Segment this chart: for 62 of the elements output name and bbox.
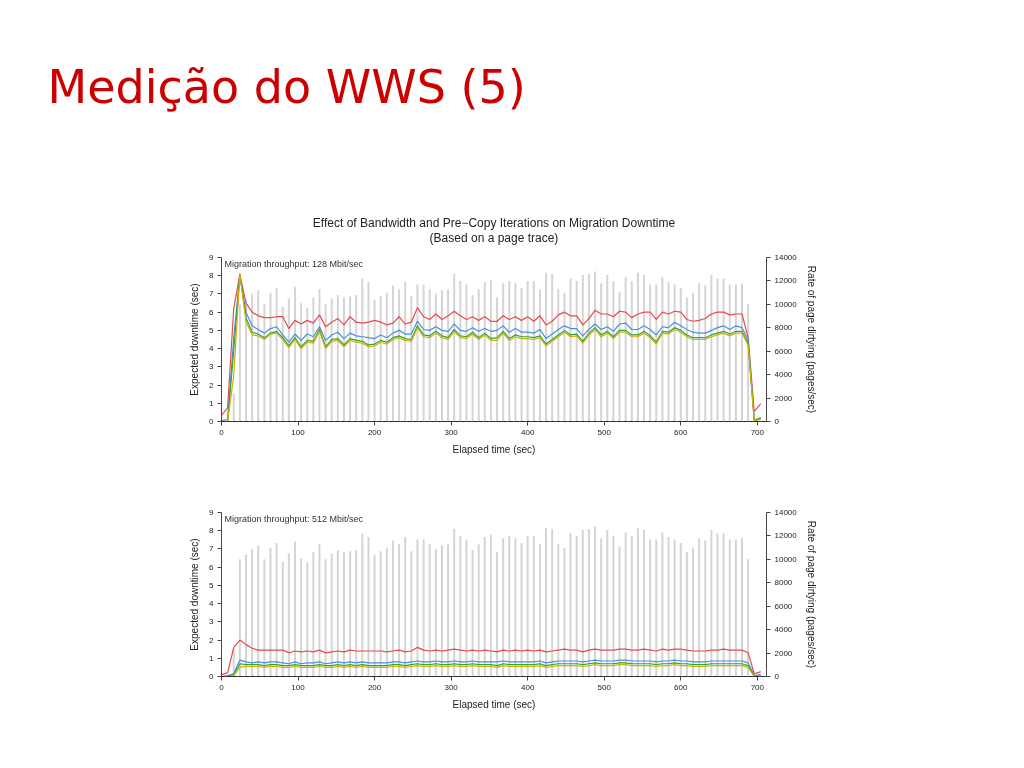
- y2-tick-label: 0: [774, 417, 780, 426]
- y-tick-label: 8: [209, 526, 215, 536]
- y2-tick-label: 12000: [774, 531, 798, 541]
- x-axis-title: Elapsed time (sec): [452, 698, 536, 710]
- x-tick-label: 100: [291, 427, 306, 437]
- y-tick-label: 0: [209, 672, 215, 681]
- y-tick-label: 1: [209, 398, 215, 408]
- chart-title: Medição do WWS (5): [47, 60, 526, 114]
- y-tick-label: 3: [209, 617, 215, 627]
- y2-tick-label: 10000: [774, 299, 798, 309]
- y-tick-label: 4: [209, 344, 215, 354]
- y2-axis-title: Rate of page dirtying (pages/sec): [805, 265, 817, 414]
- y2-tick-label: 4000: [774, 625, 793, 635]
- y2-tick-label: 10000: [774, 554, 798, 564]
- x-tick-label: 700: [750, 682, 765, 692]
- y-tick-label: 6: [209, 307, 215, 317]
- y-axis-title: Expected downtime (sec): [189, 538, 201, 651]
- y2-tick-label: 0: [774, 672, 780, 681]
- chart-subtitle: Effect of Bandwidth and Pre−Copy Iterations on Migration Downtime (Based on a page trace): [312, 216, 676, 246]
- x-tick-label: 0: [219, 427, 225, 437]
- y-tick-label: 2: [209, 380, 215, 390]
- x-tick-label: 700: [750, 427, 765, 437]
- x-tick-label: 300: [444, 427, 459, 437]
- y2-tick-label: 6000: [774, 346, 793, 356]
- y-tick-label: 0: [209, 417, 215, 426]
- x-tick-label: 600: [674, 427, 688, 437]
- x-tick-label: 100: [291, 682, 306, 692]
- y-tick-label: 1: [209, 653, 215, 663]
- y2-tick-label: 2000: [774, 648, 793, 658]
- y2-tick-label: 12000: [774, 276, 798, 286]
- y-tick-label: 8: [209, 271, 215, 281]
- y-tick-label: 9: [209, 508, 215, 517]
- y-tick-label: 7: [209, 544, 215, 554]
- annotation: Migration throughput: 512 Mbit/sec: [224, 513, 364, 524]
- x-tick-label: 200: [367, 427, 382, 437]
- x-tick-label: 0: [219, 682, 225, 692]
- y-tick-label: 2: [209, 635, 215, 645]
- y2-tick-label: 14000: [774, 253, 798, 262]
- y-tick-label: 6: [209, 562, 215, 572]
- y-tick-label: 5: [209, 580, 215, 590]
- y2-tick-label: 4000: [774, 370, 793, 380]
- y2-tick-label: 6000: [774, 601, 793, 611]
- x-tick-label: 200: [367, 682, 382, 692]
- annotation: Migration throughput: 128 Mbit/sec: [224, 258, 364, 269]
- y-tick-label: 4: [209, 599, 215, 609]
- y2-tick-label: 2000: [774, 393, 793, 403]
- x-tick-label: 300: [444, 682, 459, 692]
- y2-tick-label: 8000: [774, 323, 793, 333]
- x-tick-label: 500: [597, 682, 612, 692]
- x-tick-label: 600: [674, 682, 688, 692]
- y2-tick-label: 8000: [774, 578, 793, 588]
- x-tick-label: 400: [521, 682, 535, 692]
- y-tick-label: 5: [209, 325, 215, 335]
- y-tick-label: 3: [209, 362, 215, 372]
- x-axis-title: Elapsed time (sec): [452, 443, 536, 455]
- x-tick-label: 500: [597, 427, 612, 437]
- y2-axis-title: Rate of page dirtying (pages/sec): [805, 520, 817, 669]
- x-tick-label: 400: [521, 427, 535, 437]
- y-tick-label: 7: [209, 289, 215, 299]
- y-axis-title: Expected downtime (sec): [189, 283, 201, 396]
- y-tick-label: 9: [209, 253, 215, 262]
- y2-tick-label: 14000: [774, 508, 798, 517]
